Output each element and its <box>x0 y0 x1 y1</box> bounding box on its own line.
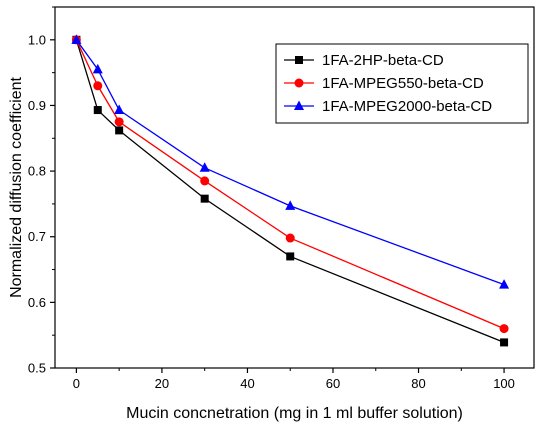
data-point <box>115 126 124 135</box>
data-point <box>200 176 210 186</box>
y-axis-title: Normalized diffusion coefficient <box>8 77 25 298</box>
x-axis-title: Mucin concnetration (mg in 1 ml buffer s… <box>126 405 463 422</box>
legend-marker <box>294 78 304 88</box>
y-tick-label: 0.8 <box>28 164 46 179</box>
data-point <box>200 194 209 203</box>
data-point <box>285 233 295 243</box>
legend: 1FA-2HP-beta-CD 1FA-MPEG550-beta-CD 1FA-MP… <box>275 43 529 124</box>
series-line <box>75 39 505 330</box>
data-point <box>93 81 103 91</box>
legend-box <box>275 43 529 124</box>
x-tick-label: 60 <box>326 376 340 391</box>
legend-label: 1FA-2HP-beta-CD <box>322 52 444 69</box>
x-tick-label: 80 <box>411 376 425 391</box>
data-point <box>500 338 509 347</box>
data-point <box>285 200 296 210</box>
data-point <box>114 104 125 115</box>
legend-label: 1FA-MPEG2000-beta-CD <box>322 98 492 115</box>
series-2 <box>71 35 509 334</box>
x-tick-label: 40 <box>240 376 254 391</box>
legend-label: 1FA-MPEG550-beta-CD <box>322 75 484 92</box>
data-point <box>499 279 510 289</box>
data-point <box>92 63 103 74</box>
data-point <box>199 162 210 172</box>
y-tick-label: 0.6 <box>28 295 46 310</box>
x-tick-label: 100 <box>493 376 515 391</box>
data-point <box>499 324 509 334</box>
series-3 <box>71 34 510 289</box>
x-tick-label: 20 <box>155 376 169 391</box>
legend-marker <box>295 56 303 64</box>
legend-item: 1FA-2HP-beta-CD <box>284 52 444 69</box>
legend-marker <box>294 100 304 110</box>
plot-frame <box>54 6 535 369</box>
y-tick-label: 0.7 <box>28 229 46 244</box>
series-area <box>71 34 510 347</box>
axes: 0 20 40 60 80 100 0.5 0.6 0.7 0.8 0.9 1.0 <box>28 6 535 391</box>
series-line <box>75 39 505 286</box>
data-point <box>114 117 124 127</box>
legend-item: 1FA-MPEG2000-beta-CD <box>284 98 492 115</box>
x-tick-label: 0 <box>73 376 80 391</box>
y-tick-label: 0.9 <box>28 98 46 113</box>
data-point <box>71 34 82 44</box>
legend-item: 1FA-MPEG550-beta-CD <box>284 75 484 92</box>
y-tick-label: 1.0 <box>28 32 46 47</box>
data-point <box>93 106 102 115</box>
data-point <box>286 252 295 261</box>
y-tick-label: 0.5 <box>28 361 46 376</box>
series-line <box>75 39 505 344</box>
